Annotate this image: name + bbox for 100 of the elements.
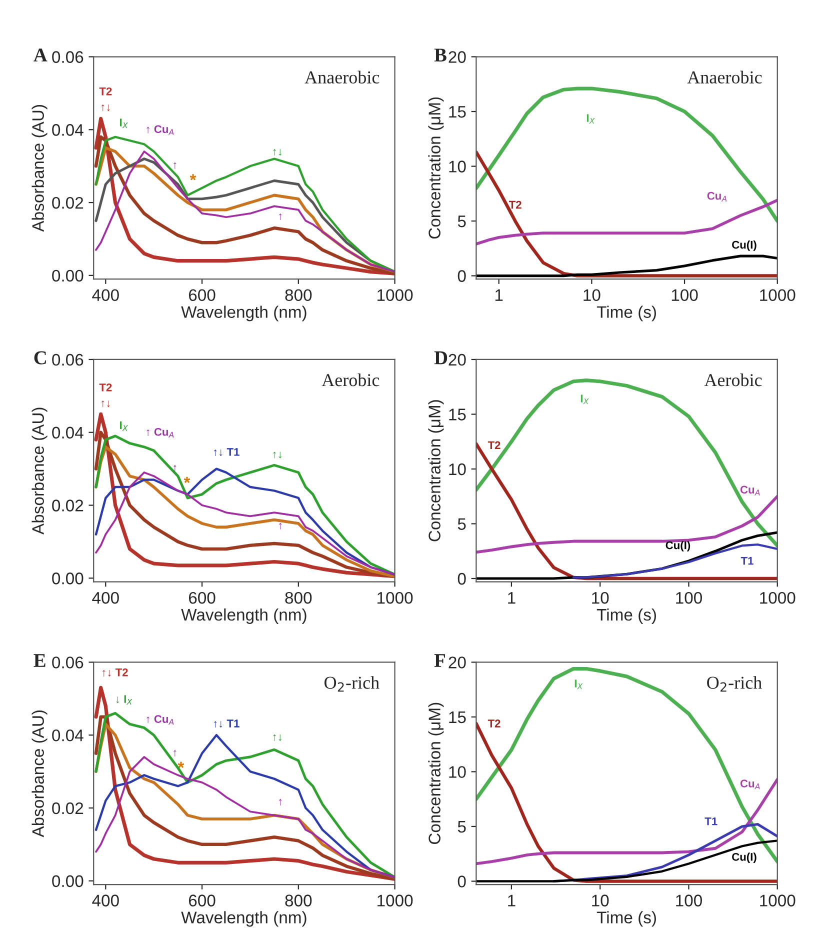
annotation: ↑↓ [273,734,282,741]
annotation: ↑↓ [102,400,110,408]
annotation: Anaerobic [687,70,762,84]
annotation: * [190,174,196,180]
text: I$_{X}$ [586,114,595,124]
annotation: ↑ Cu$_{A}$ [146,125,174,135]
x-tick-label: 10 [592,894,609,906]
x-tick-label: 400 [92,289,119,302]
annotation: ↑↓ T2 [102,668,128,677]
annotation: ↑ [174,750,176,757]
series-label: I$_{X}$ [574,680,583,690]
x-tick-label: 100 [672,289,698,302]
annotation: T2 [99,87,112,96]
annotation: ↑↓ [102,104,110,112]
annotation: ↑↓ T1 [214,448,240,456]
x-tick-label: 1000 [378,592,413,604]
x-tick-label: 400 [92,894,119,906]
x-tick-label: 1 [508,592,516,604]
y-tick-label: 5 [458,821,466,833]
y-tick-label: 0 [458,572,466,585]
annotation: ↑ [279,213,282,220]
annotation: ↑ [279,798,282,806]
y-axis-title: Absorbance (AU) [32,105,48,232]
y-tick-label: 0.06 [52,354,84,366]
y-tick-label: 10 [449,463,466,476]
annotation: I$_{X}$ [120,118,128,128]
y-tick-label: 0 [458,876,466,888]
x-tick-label: 1 [508,894,516,906]
x-tick-label: 800 [285,289,312,302]
annotation: ↑↓ [273,452,282,458]
series-label: T2 [488,441,500,450]
y-tick-label: 20 [448,51,466,63]
y-tick-label: 0.04 [52,729,84,742]
y-tick-label: 0 [458,270,466,282]
annotation: I$_{X}$ [120,421,128,431]
y-axis-title: Absorbance (AU) [32,408,48,535]
annotation: Aerobic [704,374,762,386]
series-label: Cu(I) [732,240,756,251]
x-axis-title: Wavelength (nm) [181,911,306,927]
x-tick-label: 10 [592,592,609,604]
x-axis-title: Time (s) [596,608,656,624]
chart-title: C [34,351,46,364]
annotation: ↑ Cu$_{A}$ [146,715,174,725]
series-label: T2 [508,200,522,209]
chart-title: A [34,48,48,62]
x-tick-label: 100 [676,592,702,604]
annotation: O$_{2}$-rich [324,676,380,692]
series-label: Cu(I) [666,541,690,552]
y-tick-label: 15 [449,106,466,118]
series-label: Cu$_{A}$ [707,192,727,202]
series-label: T1 [704,817,718,826]
x-tick-label: 10 [584,289,600,302]
x-tick-label: 800 [285,894,312,906]
y-tick-label: 10 [449,160,466,172]
annotation: Anaerobic [304,70,380,84]
y-tick-label: 15 [449,408,466,420]
annotation: ↑ [174,162,176,169]
annotation: Aerobic [322,374,380,386]
series-label: Cu$_{A}$ [740,486,760,496]
series-label: T1 [740,557,754,565]
y-tick-label: 0.00 [52,270,84,282]
x-tick-label: 400 [92,592,119,604]
x-tick-label: 1000 [378,894,413,906]
y-tick-label: 0.00 [52,572,84,584]
x-tick-label: 1000 [378,289,413,302]
x-tick-label: 600 [188,592,216,604]
x-tick-label: 1 [495,289,503,301]
series-label: Cu(I) [732,852,756,864]
y-axis-title: Absorbance (AU) [32,710,48,838]
annotation: T2 [99,383,112,392]
x-tick-label: 600 [188,894,216,906]
annotation: O$_{2}$-rich [707,676,762,692]
chart-title: B [434,48,446,62]
x-tick-label: 100 [676,894,702,906]
y-tick-label: 10 [449,766,466,778]
x-axis-title: Wavelength (nm) [181,306,306,322]
x-tick-label: 600 [188,289,216,302]
series-label: Cu$_{A}$ [740,780,760,790]
annotation: * [184,476,190,484]
annotation: ↑ [174,465,176,472]
y-tick-label: 0.00 [52,875,84,888]
series-label: I$_{X}$ [580,394,589,404]
y-tick-label: 5 [458,216,466,228]
x-tick-label: 800 [285,592,312,604]
chart-title: F [434,654,445,667]
x-tick-label: 1000 [760,592,796,604]
y-tick-label: 0.06 [52,51,84,63]
x-tick-label: 1000 [760,289,796,302]
x-axis-title: Wavelength (nm) [181,608,306,624]
series-label: T2 [488,720,500,728]
y-tick-label: 20 [448,656,466,668]
y-tick-label: 0.02 [52,500,84,512]
annotation: ↑ [279,522,282,530]
y-tick-label: 0.06 [52,656,84,668]
y-tick-label: 20 [448,354,466,366]
annotation: * [178,762,184,768]
y-axis-title: Concentration (μM) [428,702,444,844]
x-tick-label: 1000 [760,894,796,906]
y-tick-label: 5 [458,518,466,530]
annotation: ↑↓ T1 [214,720,240,728]
